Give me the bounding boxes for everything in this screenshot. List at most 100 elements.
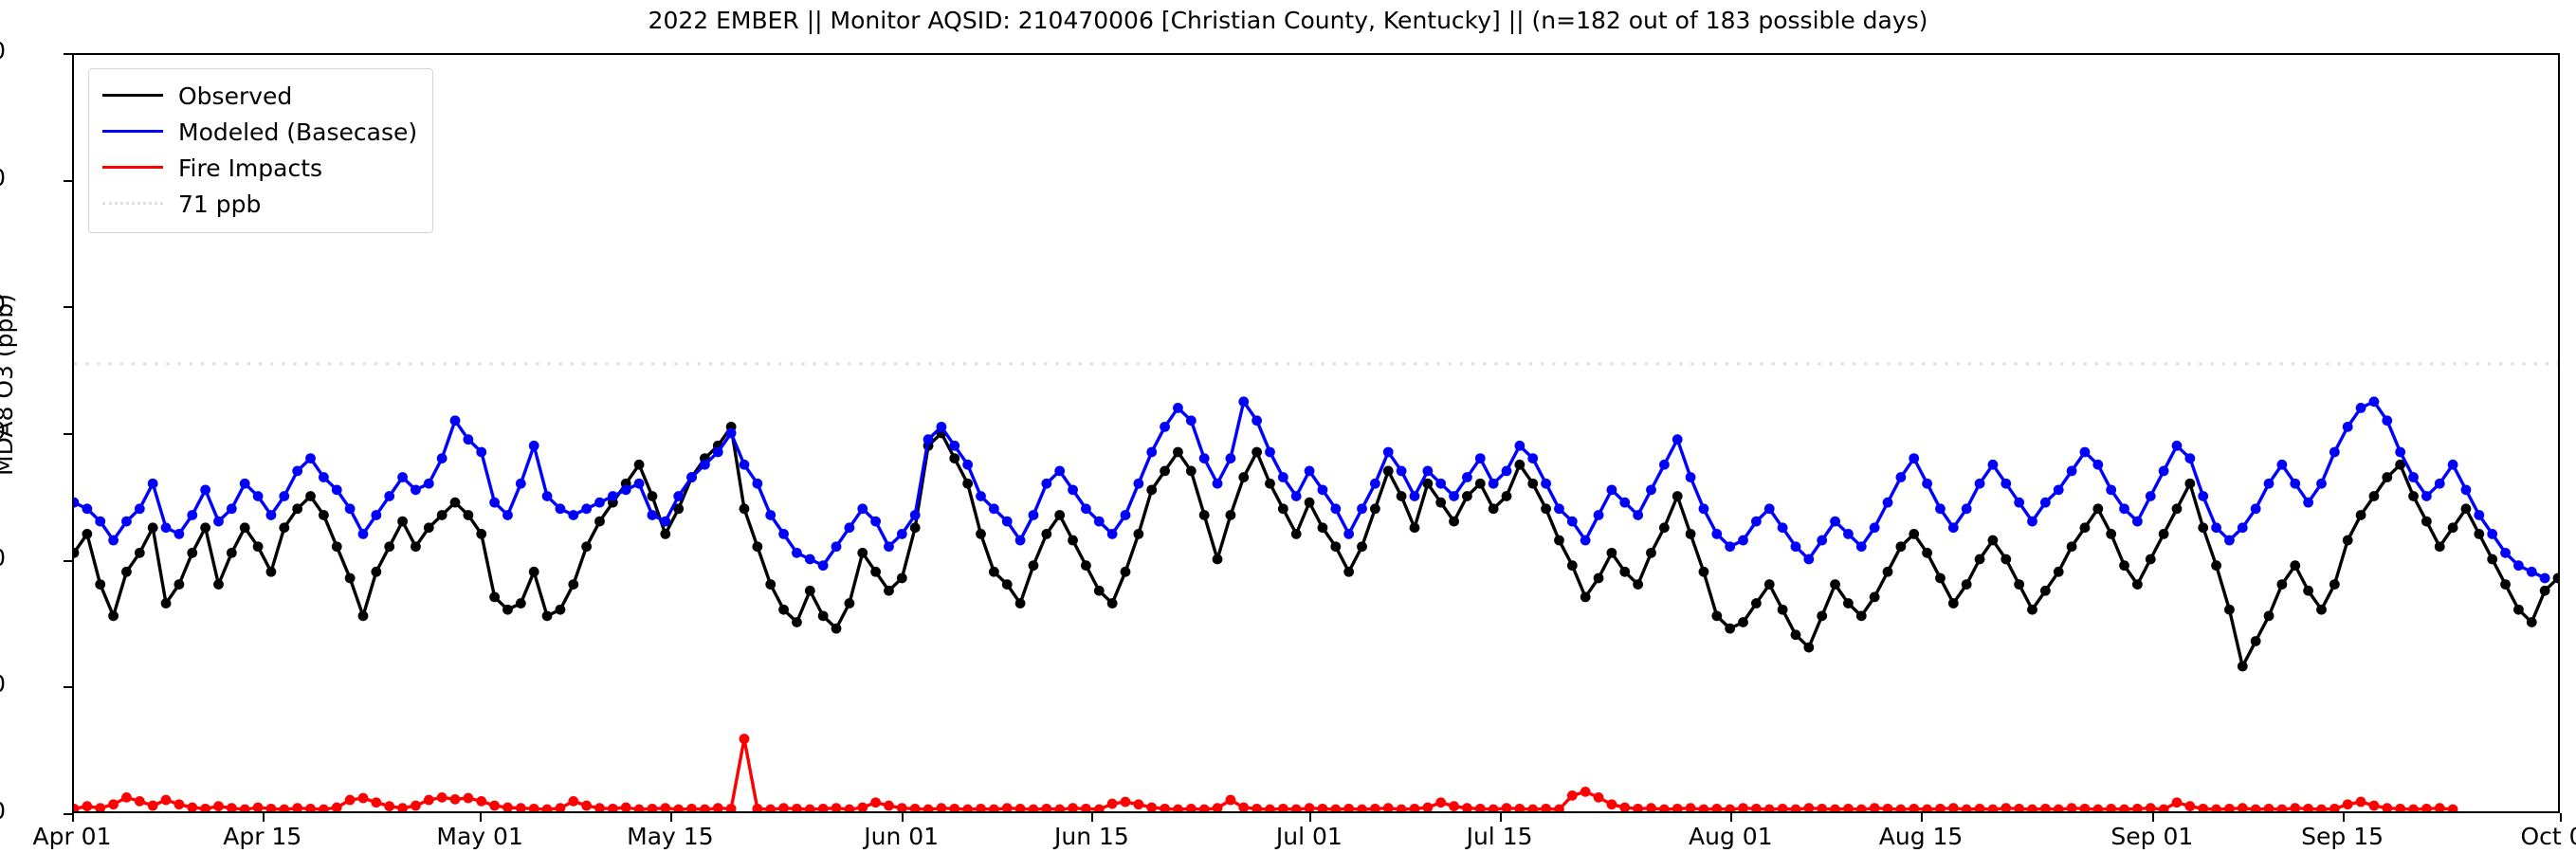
data-point (1028, 510, 1039, 520)
series-modeled-basecase (74, 396, 2550, 584)
data-point (279, 491, 290, 501)
data-point (817, 610, 829, 622)
data-point (1685, 803, 1696, 811)
data-point (1790, 804, 1801, 811)
data-point (423, 478, 434, 489)
data-point (1330, 804, 1342, 811)
y-axis-tick-label: 20 (0, 670, 6, 698)
data-point (673, 491, 685, 501)
data-point (331, 484, 342, 496)
data-point (2263, 803, 2275, 811)
data-point (318, 510, 329, 520)
data-point (607, 803, 618, 811)
chart-title: 2022 EMBER || Monitor AQSID: 210470006 [… (648, 7, 1928, 34)
data-point (1160, 803, 1170, 811)
data-point (528, 566, 539, 577)
data-point (1606, 799, 1617, 810)
data-point (778, 604, 789, 615)
data-point (1738, 535, 1748, 546)
data-point (686, 803, 697, 811)
data-point (1843, 529, 1854, 539)
legend-item-fire[interactable]: Fire Impacts (102, 150, 417, 186)
data-point (1895, 804, 1907, 811)
data-point (1698, 503, 1709, 515)
data-point (1160, 421, 1170, 432)
data-point (1750, 516, 1762, 527)
data-point (239, 804, 250, 811)
data-point (187, 547, 198, 558)
data-point (988, 503, 999, 515)
data-point (1895, 472, 1907, 482)
data-point (2237, 803, 2248, 811)
data-point (1672, 803, 1683, 811)
data-point (2355, 510, 2366, 520)
data-point (226, 547, 237, 558)
data-point (909, 522, 921, 534)
data-point (1619, 497, 1631, 508)
data-point (2198, 491, 2209, 501)
data-point (318, 472, 329, 482)
data-point (1277, 472, 1288, 482)
data-point (1646, 484, 1656, 496)
data-point (1501, 491, 1512, 501)
x-axis-tick-label: May 15 (627, 823, 714, 850)
legend-item-modeled[interactable]: Modeled (Basecase) (102, 114, 417, 150)
legend-item-observed[interactable]: Observed (102, 78, 417, 114)
data-point (463, 792, 474, 804)
data-point (1711, 529, 1723, 539)
data-point (2158, 529, 2169, 539)
data-point (712, 446, 723, 458)
data-point (2382, 472, 2393, 482)
data-point (1409, 803, 1420, 811)
data-point (1527, 804, 1539, 811)
data-point (765, 579, 776, 590)
data-point (1422, 478, 1434, 489)
data-point (1947, 522, 1959, 534)
data-point (1422, 802, 1434, 811)
data-point (213, 801, 224, 811)
data-point (1068, 535, 1078, 546)
data-point (2500, 579, 2511, 590)
data-point (1922, 478, 1932, 489)
x-axis-tick-label: Jun 01 (864, 823, 940, 850)
data-point (976, 529, 986, 539)
data-point (884, 585, 894, 596)
data-point (2526, 566, 2537, 577)
data-point (620, 802, 631, 811)
data-point (371, 797, 382, 808)
data-point (2474, 529, 2485, 539)
data-point (423, 522, 434, 534)
data-point (1474, 803, 1486, 811)
data-point (1396, 804, 1407, 811)
data-point (2119, 804, 2129, 811)
data-point (1619, 566, 1631, 577)
data-point (1146, 446, 1158, 458)
data-point (1922, 547, 1932, 558)
data-point (2316, 804, 2327, 811)
data-point (95, 579, 106, 590)
data-point (2342, 799, 2353, 810)
data-point (1658, 522, 1670, 534)
data-point (2303, 803, 2314, 811)
data-point (1120, 510, 1131, 520)
data-point (1001, 803, 1013, 811)
data-point (1580, 591, 1591, 603)
data-point (2039, 803, 2051, 811)
x-axis-tick-label: Jun 15 (1053, 823, 1129, 850)
x-axis-tick-mark (1499, 813, 1502, 822)
data-point (2408, 491, 2419, 501)
data-point (147, 522, 158, 534)
data-point (1343, 529, 1355, 539)
data-point (2329, 446, 2340, 458)
data-point (1658, 459, 1670, 470)
data-point (1869, 522, 1880, 534)
data-point (647, 491, 658, 501)
legend-item-threshold[interactable]: 71 ppb (102, 186, 417, 222)
data-point (2039, 585, 2051, 596)
data-point (1277, 803, 1288, 811)
data-point (384, 801, 395, 811)
data-point (1855, 804, 1867, 811)
data-point (239, 478, 250, 489)
data-point (2434, 803, 2445, 811)
data-point (2132, 516, 2143, 527)
